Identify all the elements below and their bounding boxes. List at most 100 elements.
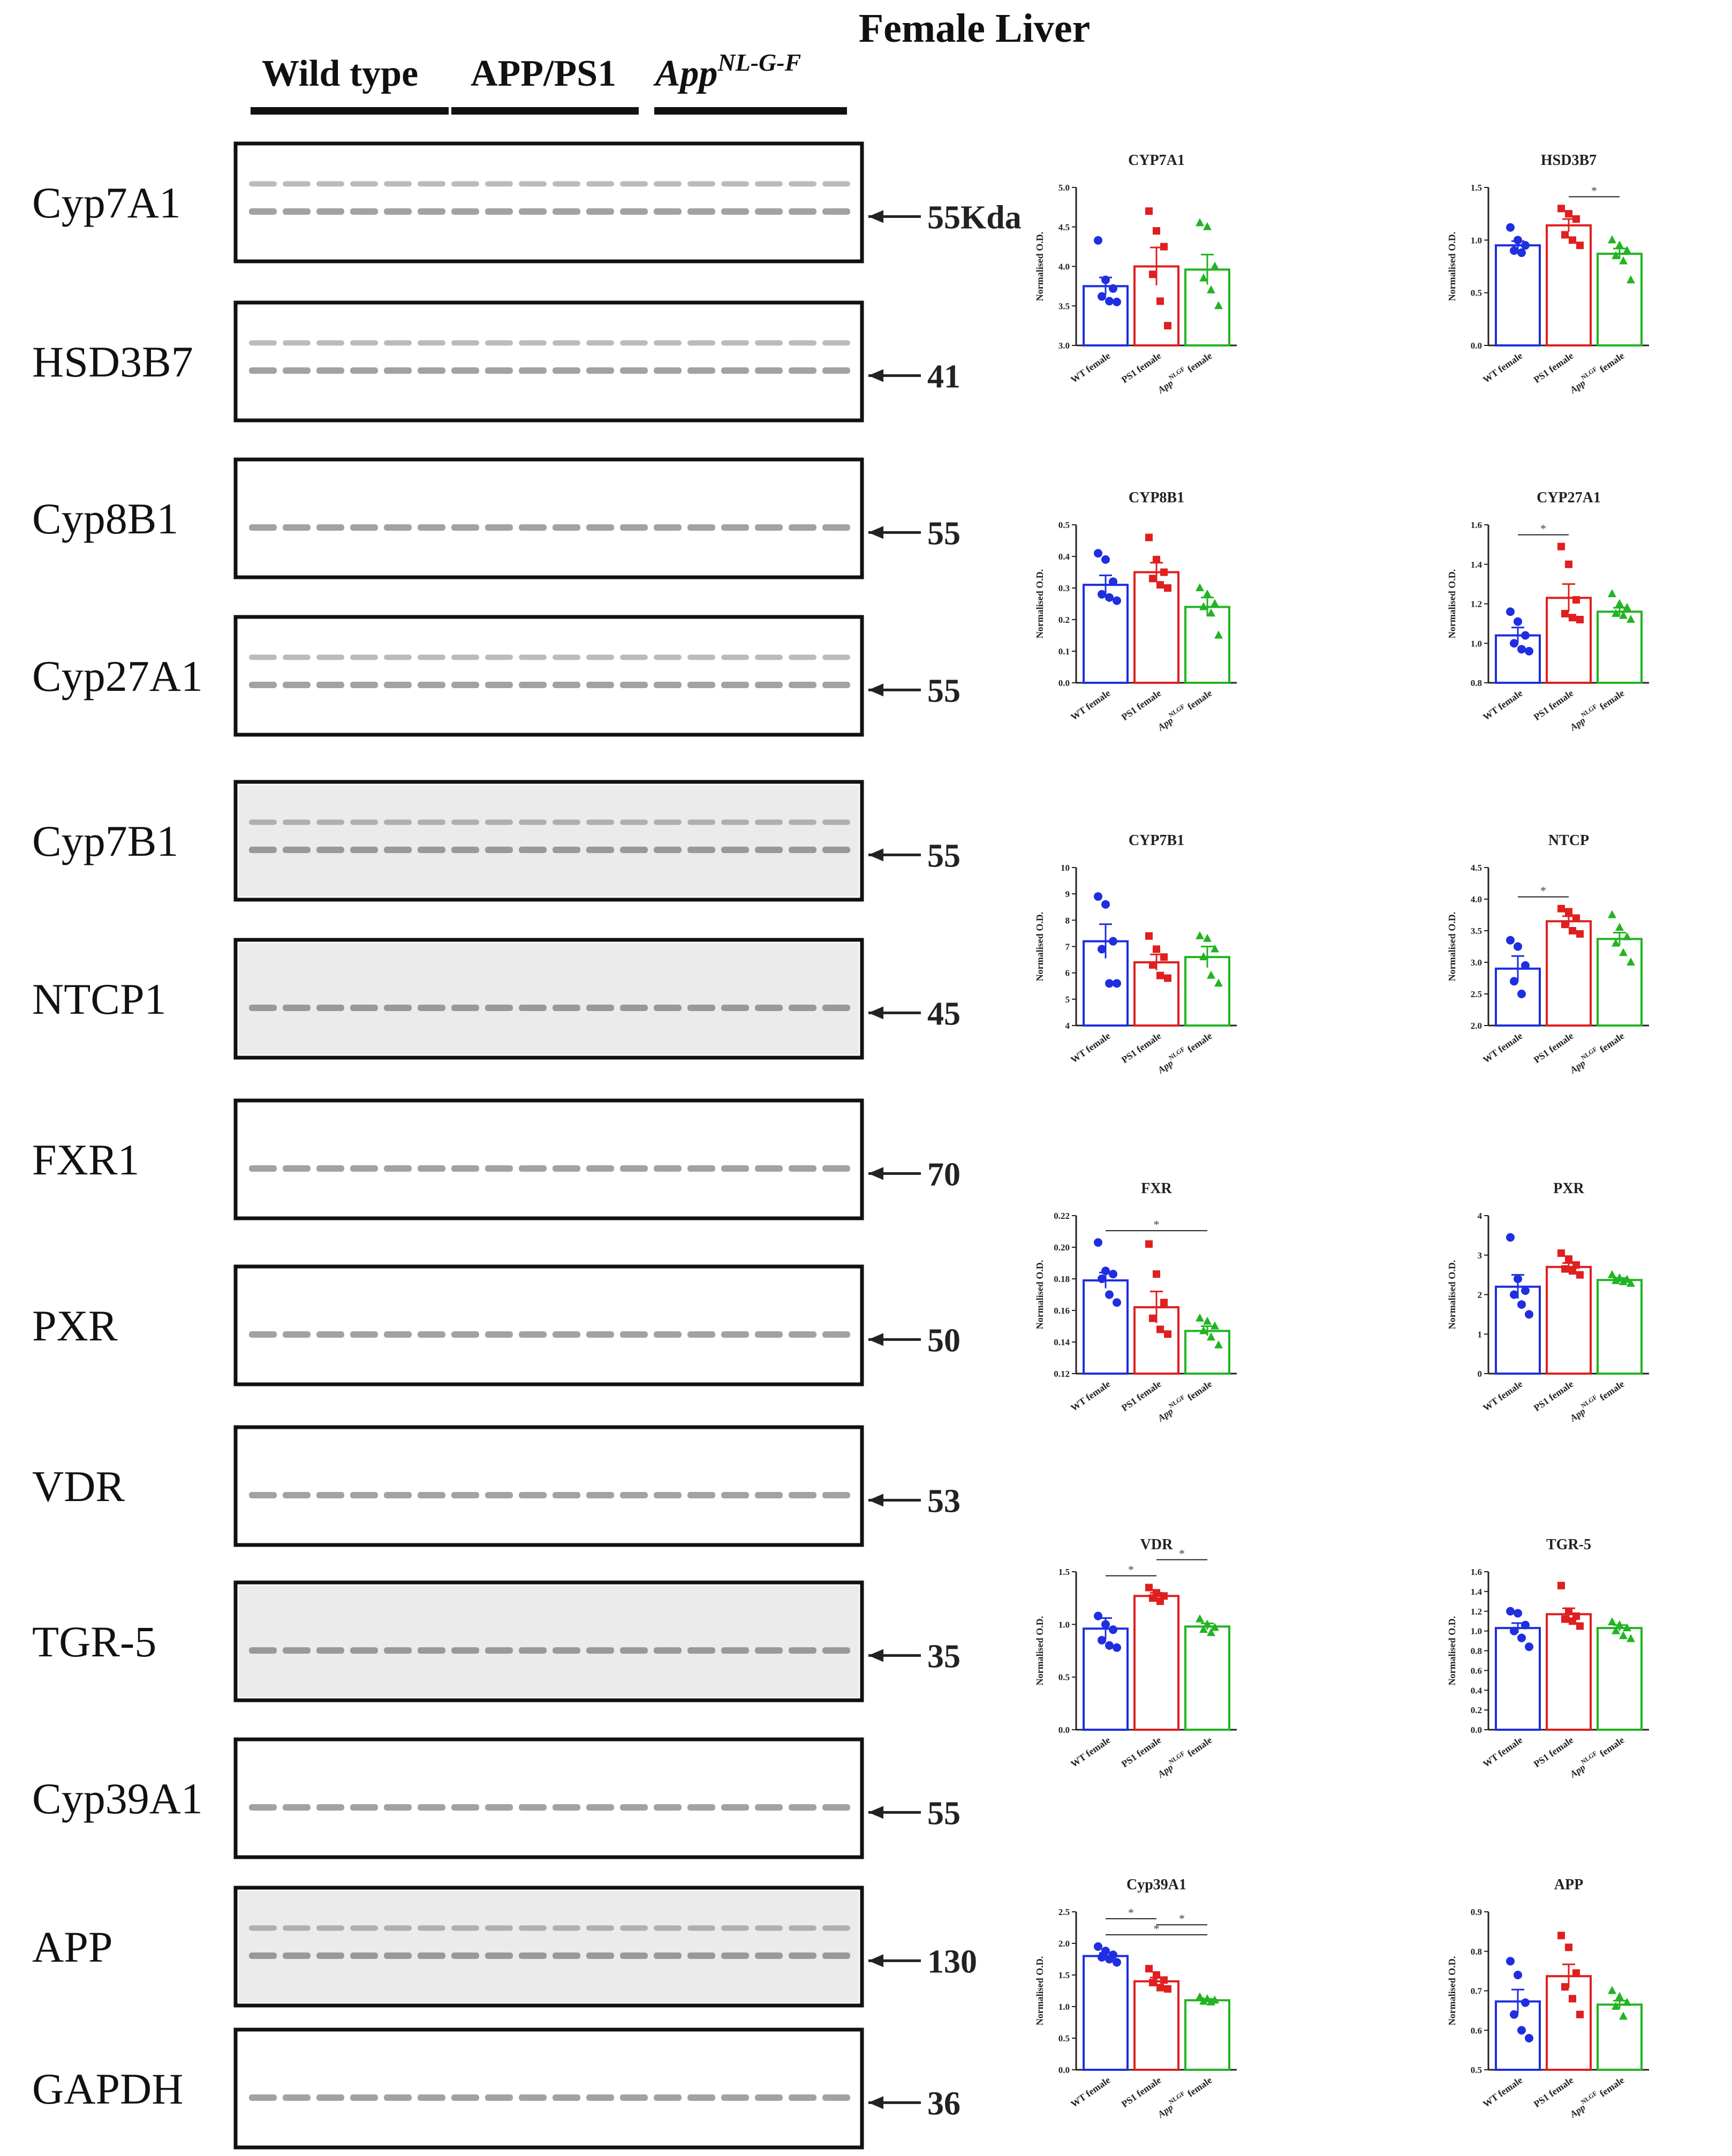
blot-band	[822, 1165, 850, 1172]
blot-band	[249, 1647, 277, 1654]
blot-band	[485, 1647, 513, 1654]
blot-frame	[233, 300, 864, 423]
bar	[1083, 1955, 1129, 2071]
data-point	[1514, 942, 1522, 951]
y-tick-label: 5.0	[1058, 183, 1070, 193]
category-label: PS1 female	[1532, 1378, 1575, 1413]
category-label: AppNLGF female	[1566, 2072, 1627, 2120]
blot-band	[755, 181, 783, 187]
data-point	[1160, 1299, 1168, 1307]
y-tick-label: 4.0	[1058, 262, 1070, 272]
blot-frame	[233, 141, 864, 263]
blot-protein-label: PXR	[32, 1301, 118, 1350]
y-tick-label: 0.3	[1058, 583, 1070, 593]
y-tick-label: 0.2	[1058, 615, 1070, 625]
y-tick-label: 0.0	[1471, 341, 1482, 351]
data-point	[1561, 231, 1569, 239]
data-point	[1517, 248, 1526, 257]
blot-band	[654, 524, 682, 531]
blot-band	[822, 1953, 850, 1959]
y-tick-label: 0.4	[1471, 1685, 1483, 1695]
data-point	[1145, 207, 1153, 215]
blot-band	[687, 1647, 715, 1654]
blot-band	[654, 208, 682, 215]
data-point	[1145, 932, 1153, 940]
y-axis-label: Normalised O.D.	[1447, 569, 1457, 639]
blot-band	[755, 1005, 783, 1011]
data-point	[1612, 251, 1620, 259]
data-point	[1156, 1597, 1164, 1605]
y-tick-label: 1.5	[1058, 1567, 1070, 1577]
chart-title: APP	[1554, 1876, 1583, 1893]
blot-band	[755, 847, 783, 853]
data-point	[1612, 608, 1620, 617]
kda-arrow-head	[868, 683, 883, 697]
group-label-app-nlgf-sup: NL-G-F	[717, 49, 801, 76]
blot-band	[316, 181, 344, 187]
data-point	[1514, 1971, 1522, 1979]
data-point	[1506, 1607, 1515, 1616]
data-point	[1098, 1275, 1106, 1283]
bar-chart: FXR 0.12 0.14 0.16 0.18 0.20 0.22 Normalised O.…	[1034, 1180, 1237, 1424]
data-point	[1113, 1958, 1121, 1967]
blot-row: Cyp39A1 55	[32, 1737, 960, 1859]
blot-band	[789, 1925, 816, 1931]
kda-label: 35	[927, 1638, 960, 1675]
blot-band	[485, 654, 513, 660]
category-label-female: female	[1183, 1030, 1214, 1056]
blot-band	[620, 2094, 648, 2101]
y-tick-label: 4	[1065, 1021, 1070, 1031]
blot-band	[519, 208, 547, 215]
data-point	[1105, 1290, 1114, 1299]
blot-band	[789, 367, 816, 374]
data-point	[1203, 222, 1212, 230]
data-point	[1207, 1997, 1215, 2006]
blot-band	[553, 181, 580, 187]
blot-band	[451, 1804, 479, 1811]
y-tick-label: 0.5	[1471, 288, 1482, 298]
bar	[1184, 1625, 1230, 1731]
blot-band	[249, 2094, 277, 2101]
blot-band	[384, 1005, 412, 1011]
y-tick-label: 1.0	[1471, 235, 1482, 245]
blot-band	[687, 1165, 715, 1172]
y-tick-label: 0.0	[1058, 2065, 1070, 2075]
data-point	[1557, 1581, 1565, 1589]
blot-band	[519, 1953, 547, 1959]
blot-row: APP 130	[32, 1886, 977, 2008]
blot-band	[654, 682, 682, 688]
bar	[1495, 1285, 1541, 1375]
blot-band	[721, 340, 749, 346]
data-point	[1153, 945, 1160, 953]
blot-band	[620, 340, 648, 346]
y-tick-label: 2.5	[1471, 989, 1482, 999]
data-point	[1608, 589, 1616, 598]
blot-band	[350, 682, 378, 688]
bar	[1546, 1613, 1592, 1731]
data-point	[1196, 218, 1204, 227]
blot-band	[350, 654, 378, 660]
blot-band	[822, 208, 850, 215]
y-tick-label: 5	[1065, 994, 1070, 1005]
blot-band	[654, 1953, 682, 1959]
data-point	[1160, 243, 1168, 251]
y-tick-label: 2.5	[1058, 1907, 1070, 1917]
blot-band	[789, 1647, 816, 1654]
y-tick-label: 0.7	[1471, 1986, 1483, 1996]
data-point	[1149, 1979, 1156, 1987]
blot-row: GAPDH 36	[32, 2027, 960, 2150]
data-point	[1576, 242, 1584, 250]
blot-band	[418, 208, 445, 215]
data-point	[1569, 927, 1576, 934]
data-point	[1572, 596, 1580, 604]
chart-title: CYP27A1	[1537, 489, 1601, 506]
data-point	[1199, 1625, 1208, 1633]
blot-band	[485, 208, 513, 215]
blot-band	[384, 1492, 412, 1498]
data-point	[1105, 1641, 1114, 1650]
blot-band	[553, 819, 580, 825]
chart-title: CYP7A1	[1128, 152, 1185, 169]
blot-band	[620, 367, 648, 374]
blot-band	[789, 682, 816, 688]
blot-band	[451, 208, 479, 215]
